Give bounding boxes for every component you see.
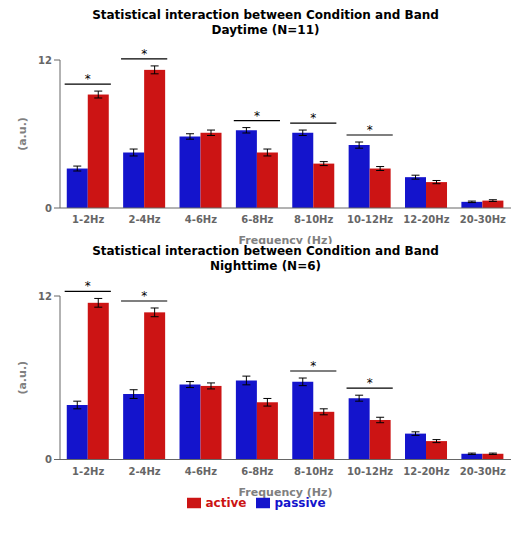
svg-text:(a.u.): (a.u.) bbox=[16, 361, 29, 395]
svg-text:4-6Hz: 4-6Hz bbox=[185, 214, 217, 225]
svg-text:20-30Hz: 20-30Hz bbox=[460, 466, 506, 477]
svg-text:*: * bbox=[310, 111, 316, 125]
html-text:Statistical interaction betwee: Statistical interaction between Conditio… bbox=[92, 8, 439, 22]
svg-text:*: * bbox=[367, 376, 373, 390]
svg-text:4-6Hz: 4-6Hz bbox=[185, 466, 217, 477]
svg-text:10-12Hz: 10-12Hz bbox=[347, 214, 393, 225]
svg-text:*: * bbox=[141, 289, 147, 303]
svg-text:(a.u.): (a.u.) bbox=[16, 117, 29, 151]
svg-text:10-12Hz: 10-12Hz bbox=[347, 466, 393, 477]
svg-text:12: 12 bbox=[38, 55, 52, 66]
svg-text:2-4Hz: 2-4Hz bbox=[128, 214, 160, 225]
svg-text:8-10Hz: 8-10Hz bbox=[294, 214, 333, 225]
svg-text:20-30Hz: 20-30Hz bbox=[460, 214, 506, 225]
svg-text:6-8Hz: 6-8Hz bbox=[241, 214, 273, 225]
html-text:passive: passive bbox=[274, 495, 326, 510]
svg-text:*: * bbox=[85, 72, 91, 86]
svg-text:1-2Hz: 1-2Hz bbox=[72, 466, 104, 477]
svg-text:12: 12 bbox=[38, 291, 52, 302]
html-text:Nighttime (N=6): Nighttime (N=6) bbox=[209, 259, 322, 273]
svg-text:1-2Hz: 1-2Hz bbox=[72, 214, 104, 225]
svg-text:6-8Hz: 6-8Hz bbox=[241, 466, 273, 477]
svg-text:Frequency (Hz): Frequency (Hz) bbox=[239, 234, 333, 244]
svg-text:0: 0 bbox=[45, 203, 52, 214]
svg-text:8-10Hz: 8-10Hz bbox=[294, 466, 333, 477]
svg-text:*: * bbox=[254, 109, 260, 123]
svg-text:12-20Hz: 12-20Hz bbox=[403, 214, 449, 225]
svg-text:*: * bbox=[85, 279, 91, 293]
svg-text:12-20Hz: 12-20Hz bbox=[403, 466, 449, 477]
svg-text:2-4Hz: 2-4Hz bbox=[128, 466, 160, 477]
html-text:Daytime (N=11): Daytime (N=11) bbox=[211, 23, 320, 37]
html-text:Statistical interaction betwee: Statistical interaction between Conditio… bbox=[92, 244, 439, 258]
svg-text:*: * bbox=[141, 47, 147, 61]
svg-text:*: * bbox=[367, 123, 373, 137]
svg-text:*: * bbox=[310, 359, 316, 373]
svg-text:Frequency (Hz): Frequency (Hz) bbox=[239, 486, 333, 499]
html-text:active: active bbox=[205, 495, 247, 510]
svg-text:0: 0 bbox=[45, 454, 52, 465]
